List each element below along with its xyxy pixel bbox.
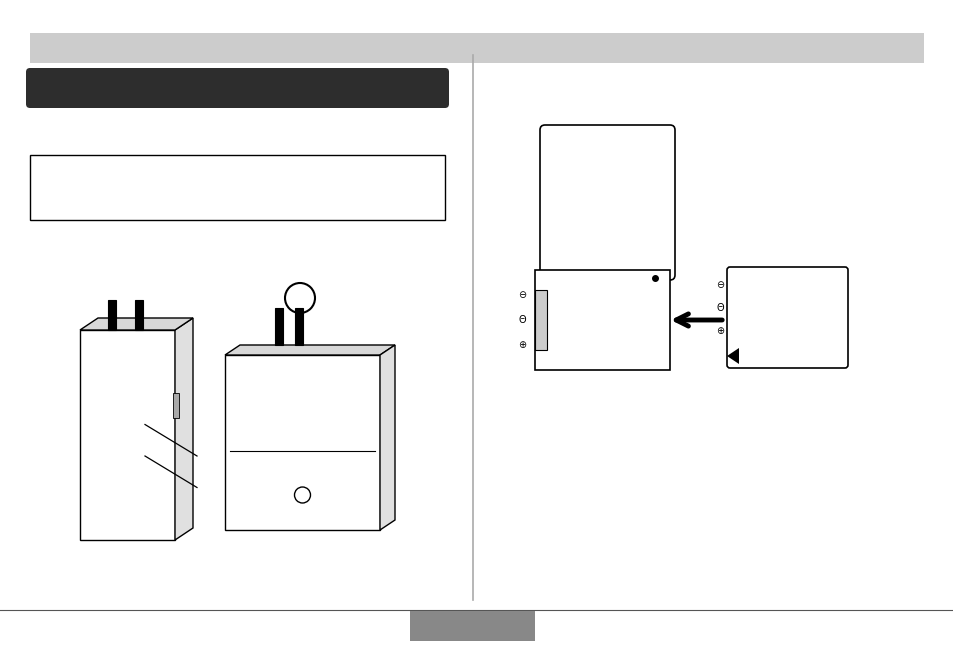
Polygon shape xyxy=(379,345,395,530)
FancyBboxPatch shape xyxy=(726,267,847,368)
Polygon shape xyxy=(225,345,395,355)
Bar xyxy=(30,155,444,220)
Text: ⊕: ⊕ xyxy=(517,340,525,350)
FancyBboxPatch shape xyxy=(26,68,449,108)
Bar xyxy=(294,308,303,345)
Polygon shape xyxy=(225,355,379,530)
Bar xyxy=(172,393,179,418)
Bar xyxy=(535,270,669,370)
Polygon shape xyxy=(726,348,739,364)
Bar xyxy=(135,300,143,330)
Bar xyxy=(274,308,283,345)
Bar xyxy=(30,33,923,63)
Bar xyxy=(108,300,116,330)
Text: ⊖: ⊖ xyxy=(517,290,525,300)
Polygon shape xyxy=(80,330,174,540)
Bar xyxy=(410,611,535,641)
Text: ⊕: ⊕ xyxy=(715,326,723,336)
Text: ⊖: ⊖ xyxy=(715,280,723,290)
Text: Θ: Θ xyxy=(517,315,525,325)
FancyBboxPatch shape xyxy=(539,125,675,280)
Bar xyxy=(535,290,546,350)
Polygon shape xyxy=(80,318,193,330)
Text: Θ: Θ xyxy=(716,303,723,313)
Polygon shape xyxy=(174,318,193,540)
